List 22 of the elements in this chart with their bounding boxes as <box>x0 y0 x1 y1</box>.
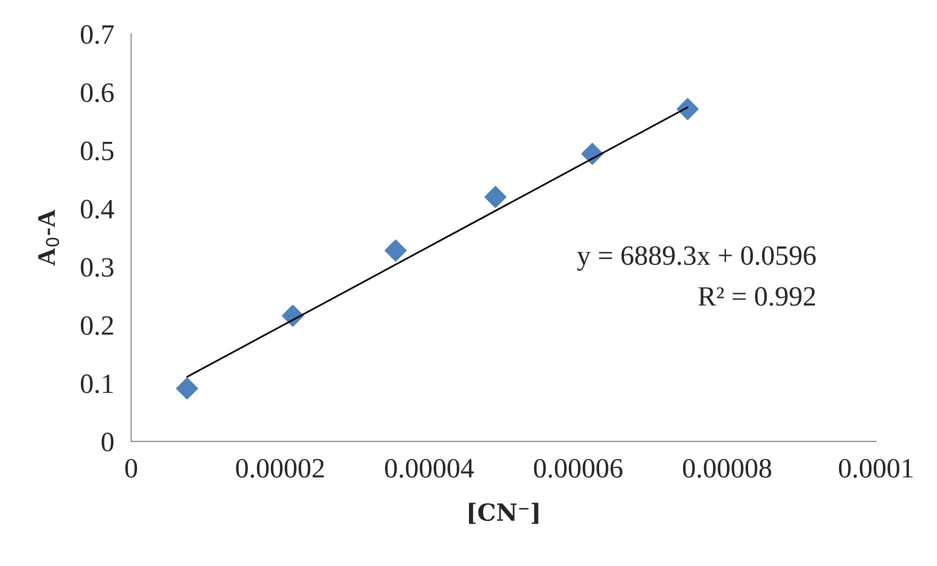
x-tick-label: 0.0001 <box>838 458 913 478</box>
x-tick-label: 0.00002 <box>236 458 324 478</box>
x-tick-label: 0.00004 <box>385 458 474 478</box>
x-tick-label: 0.00008 <box>683 458 772 478</box>
y-tick-label: 0.3 <box>80 258 114 277</box>
y-tick-label: 0.7 <box>80 25 114 44</box>
point <box>384 240 407 262</box>
annotation: R² = 0.992 <box>698 287 815 306</box>
y-axis-title: A$_{0}$-A <box>38 210 60 266</box>
annotation: y = 6889.3x + 0.0596 <box>577 246 816 271</box>
point <box>176 378 198 400</box>
y-tick-label: 0 <box>102 432 114 452</box>
y-tick-label: 0.2 <box>80 316 113 336</box>
point <box>676 98 699 120</box>
y-tick-label: 0.5 <box>80 142 114 160</box>
x-axis-title: [CN⁻] <box>469 502 538 524</box>
x-tick-label: 0.00006 <box>534 458 622 478</box>
y-tick-label: 0.6 <box>80 83 114 102</box>
y-tick-label: 0.1 <box>80 374 113 394</box>
point <box>484 186 506 208</box>
y-tick-label: 0.4 <box>80 200 114 219</box>
x-tick-label: 0 <box>125 458 138 478</box>
